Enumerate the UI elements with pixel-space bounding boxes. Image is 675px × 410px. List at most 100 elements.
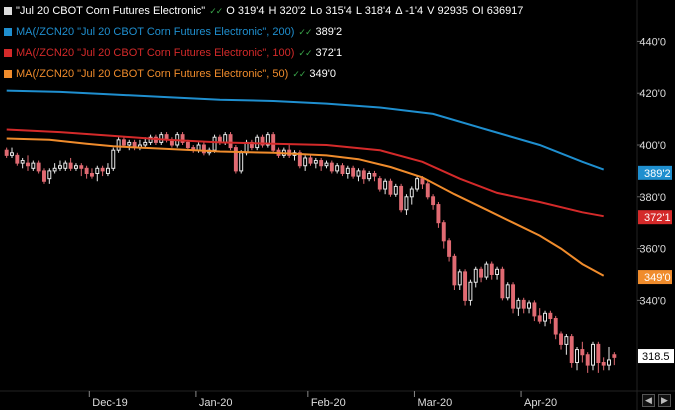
candle (292, 150, 297, 161)
legend-ma100-label: MA(/ZCN20 "Jul 20 CBOT Corn Futures Elec… (16, 47, 295, 59)
candle (532, 300, 537, 322)
candle-body (521, 299, 526, 309)
legend-ma100-toggle-icon[interactable]: ✓✓ (298, 48, 312, 58)
legend-main-label: "Jul 20 CBOT Corn Futures Electronic" (16, 5, 206, 17)
candle-body (100, 167, 105, 172)
candle-body (58, 165, 62, 169)
candle-body (591, 343, 595, 366)
legend-volume: V 92935 (427, 5, 469, 17)
candle-body (585, 354, 590, 366)
candle-body (447, 240, 452, 257)
candle-body (607, 359, 611, 366)
candle-body (500, 268, 505, 299)
candle (15, 152, 20, 166)
candle (457, 269, 462, 291)
candle-body (436, 204, 441, 224)
candle (127, 139, 132, 151)
candle-body (527, 302, 532, 309)
candle (100, 165, 105, 177)
candle-body (457, 271, 462, 286)
candle-body (10, 152, 14, 156)
candle (148, 134, 153, 146)
candle (79, 163, 84, 177)
candle (431, 194, 436, 210)
candle-body (601, 362, 606, 366)
legend-ma50-toggle-icon[interactable]: ✓✓ (292, 69, 306, 79)
candle (527, 300, 532, 314)
legend-ma50[interactable]: MA(/ZCN20 "Jul 20 CBOT Corn Futures Elec… (4, 67, 336, 81)
candle-body (399, 185, 404, 211)
candle (548, 310, 553, 324)
candle (249, 139, 254, 151)
legend-main-toggle-icon[interactable]: ✓✓ (209, 6, 223, 16)
candle (89, 168, 94, 179)
candle-body (223, 134, 228, 143)
candle-body (148, 136, 153, 143)
legend-main-swatch (4, 7, 12, 15)
candle-body (559, 333, 563, 345)
candle-body (575, 349, 579, 364)
candle-body (42, 170, 46, 182)
ma-price-tag: 389'2 (638, 165, 672, 180)
candle-body (415, 178, 420, 190)
candle (329, 160, 334, 174)
candle-body (185, 141, 190, 149)
candle (233, 145, 238, 174)
candle-body (239, 152, 244, 172)
candle (132, 139, 137, 151)
candle (20, 157, 25, 169)
candle (191, 145, 196, 153)
candle-body (596, 343, 601, 364)
time-axis[interactable]: Dec-19 Jan-20 Feb-20 Mar-20 Apr-20 (88, 391, 557, 409)
candle-body (313, 160, 318, 164)
legend-main[interactable]: "Jul 20 CBOT Corn Futures Electronic" ✓✓… (4, 4, 523, 18)
candle (10, 147, 14, 158)
legend-open-interest: OI 636917 (472, 5, 524, 17)
legend-ma200-toggle-icon[interactable]: ✓✓ (298, 27, 312, 37)
candle (297, 150, 302, 169)
candle (463, 269, 468, 306)
x-tick-label: Mar-20 (417, 397, 452, 409)
candle (340, 163, 345, 177)
legend-ma200-swatch (4, 28, 12, 36)
legend-ma100[interactable]: MA(/ZCN20 "Jul 20 CBOT Corn Futures Elec… (4, 46, 342, 60)
candle (495, 266, 500, 280)
legend-ma100-value: 372'1 (315, 47, 343, 59)
candle-body (489, 263, 494, 275)
price-axis[interactable]: 440'0 420'0 400'0 380'0 360'0 340'0 (637, 36, 666, 307)
candle (356, 168, 361, 182)
candle-body (212, 136, 217, 151)
candle-body (388, 180, 393, 195)
legend-ma200[interactable]: MA(/ZCN20 "Jul 20 CBOT Corn Futures Elec… (4, 25, 342, 39)
candle (409, 186, 414, 205)
ma-price-tag-label: 389'2 (644, 168, 671, 180)
candle (36, 160, 41, 174)
candle (239, 150, 244, 174)
candle-body (233, 147, 238, 172)
candle-body (409, 188, 414, 198)
candle (591, 341, 595, 371)
candle-body (532, 302, 537, 317)
last-price-tag: 318.5 (638, 349, 674, 364)
chart-nav: ◀ ▶ (642, 394, 671, 407)
scroll-left-icon[interactable]: ◀ (642, 394, 655, 407)
candle (351, 165, 356, 179)
candle-body (548, 312, 553, 319)
candle (367, 170, 372, 182)
candle-body (553, 317, 558, 335)
candle (447, 238, 452, 262)
candle (212, 134, 217, 153)
candle-body (505, 284, 510, 299)
candle-body (324, 162, 329, 167)
candle-body (68, 162, 73, 169)
legend-low: Lo 315'4 (310, 5, 352, 17)
candle-body (580, 349, 585, 356)
candle-body (569, 336, 574, 364)
legend-ma50-label: MA(/ZCN20 "Jul 20 CBOT Corn Futures Elec… (16, 68, 289, 80)
scroll-right-icon[interactable]: ▶ (658, 394, 671, 407)
candle (4, 147, 9, 158)
candle (537, 308, 542, 324)
candle-body (116, 139, 121, 151)
candle-body (345, 167, 350, 174)
